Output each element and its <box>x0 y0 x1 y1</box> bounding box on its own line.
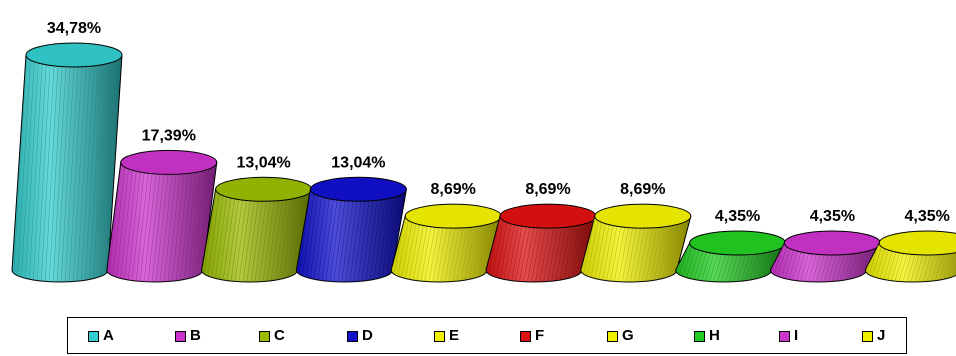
legend-item-d: D <box>347 328 373 344</box>
legend-swatch <box>347 330 358 342</box>
legend-swatch <box>434 330 445 342</box>
legend-label: A <box>103 327 114 344</box>
legend-swatch <box>607 330 618 342</box>
bar-top <box>404 203 502 229</box>
bar-h <box>675 230 787 283</box>
bar-top <box>783 230 881 256</box>
data-label-e: 8,69% <box>431 181 476 198</box>
bars-layer <box>11 42 956 283</box>
bar-top <box>878 230 956 256</box>
bar-stripes <box>106 162 215 282</box>
bar-a <box>11 42 123 283</box>
data-label-d: 13,04% <box>331 154 385 171</box>
data-label-g: 8,69% <box>620 181 665 198</box>
legend-item-f: F <box>520 328 544 344</box>
bar-stripes <box>12 55 120 282</box>
bar-f <box>485 203 597 283</box>
legend-label: E <box>449 327 460 344</box>
legend-label: C <box>274 327 285 344</box>
bar-e <box>390 203 502 283</box>
bar-top <box>120 149 218 175</box>
legend: A B C D E F G H I J <box>67 317 907 354</box>
bar-top <box>215 176 313 202</box>
data-label-b: 17,39% <box>142 127 196 144</box>
legend-item-b: B <box>175 328 201 344</box>
legend-label: H <box>709 327 720 344</box>
bar-top <box>309 176 407 202</box>
legend-label: I <box>794 327 799 344</box>
legend-item-a: A <box>88 328 114 344</box>
legend-label: G <box>622 327 634 344</box>
data-label-j: 4,35% <box>905 208 950 225</box>
legend-swatch <box>694 330 705 342</box>
legend-label: J <box>877 327 886 344</box>
bar-j <box>864 230 956 283</box>
bar-top <box>689 230 787 256</box>
data-label-f: 8,69% <box>525 181 570 198</box>
data-label-h: 4,35% <box>715 208 760 225</box>
legend-item-h: H <box>694 328 720 344</box>
legend-label: D <box>362 327 373 344</box>
legend-swatch <box>520 330 531 342</box>
legend-swatch <box>862 330 873 342</box>
legend-label: F <box>535 327 545 344</box>
bar-top <box>499 203 597 229</box>
legend-swatch <box>259 330 270 342</box>
bar-d <box>295 176 407 283</box>
legend-item-i: I <box>779 328 798 344</box>
legend-swatch <box>779 330 790 342</box>
legend-item-j: J <box>862 328 885 344</box>
data-label-a: 34,78% <box>47 20 101 37</box>
bar-g <box>580 203 692 283</box>
legend-item-e: E <box>434 328 459 344</box>
bar-top <box>594 203 692 229</box>
legend-label: B <box>190 327 201 344</box>
legend-swatch <box>175 330 186 342</box>
legend-item-c: C <box>259 328 285 344</box>
bar-c <box>201 176 313 283</box>
legend-item-g: G <box>607 328 634 344</box>
data-label-i: 4,35% <box>810 208 855 225</box>
chart-plot: 34,78% 17,39% 13,04% 13,04% 8,69% 8,69% 8,69% 4… <box>11 20 956 283</box>
data-label-c: 13,04% <box>236 154 290 171</box>
bar-b <box>106 149 218 283</box>
bar-top <box>25 42 123 68</box>
data-labels-layer: 34,78% 17,39% 13,04% 13,04% 8,69% 8,69% 8,69% 4… <box>47 20 950 225</box>
legend-swatch <box>88 330 99 342</box>
